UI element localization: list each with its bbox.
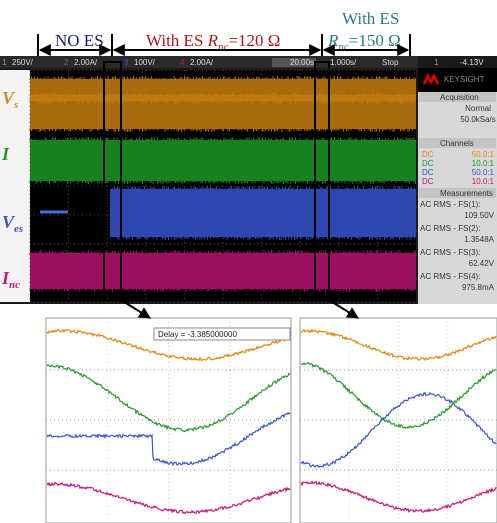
zoom-right (300, 318, 497, 523)
measurement-name: AC RMS - FS(3): (420, 248, 480, 257)
channel-coupling: DC (422, 168, 434, 177)
waveform-band (110, 189, 416, 237)
panel-section: Acquisition (440, 93, 479, 102)
channel-num: 3 (124, 58, 129, 67)
no-es-label: NO ES (55, 31, 104, 50)
signal-label: I (1, 144, 10, 164)
trigger-channel: 1 (434, 58, 439, 67)
signal-symbol: I (1, 144, 10, 164)
trigger-level: -4.13V (460, 58, 484, 67)
channel-coupling: DC (422, 159, 434, 168)
channel-ratio: 50.0:1 (472, 168, 495, 177)
measurement-value: 975.8mA (462, 283, 495, 292)
panel-section: Channels (440, 139, 474, 148)
waveform-band (30, 253, 416, 289)
with-es-150-line1: With ES (342, 9, 399, 28)
channel-num: 2 (64, 58, 69, 67)
channel-ratio: 50.0:1 (472, 150, 495, 159)
brand: KEYSIGHT (444, 75, 485, 84)
measurement-name: AC RMS - FS(2): (420, 224, 480, 233)
time-scale: 1.000s/ (330, 58, 357, 67)
signal-sub: s (13, 99, 18, 111)
channel-num: 4 (180, 58, 185, 67)
waveform-band (30, 140, 416, 181)
channel-scale: 2.00A/ (74, 58, 98, 67)
signal-sub: es (14, 223, 23, 235)
channel-num: 1 (2, 58, 7, 67)
time-ref: 20.00s (290, 58, 314, 67)
channel-coupling: DC (422, 177, 434, 186)
measurement-value: 62.42V (469, 259, 495, 268)
measurement-name: AC RMS - FS(4): (420, 272, 480, 281)
channel-scale: 250V/ (12, 58, 34, 67)
measurement-value: 1.3548A (464, 235, 494, 244)
measurement-name: AC RMS - FS(1): (420, 200, 480, 209)
status: Stop (382, 58, 399, 67)
acq-mode: Normal (465, 104, 491, 113)
channel-scale: 2.00A/ (190, 58, 214, 67)
channel-ratio: 10.0:1 (472, 177, 495, 186)
waveform-band (30, 79, 416, 129)
channel-scale: 100V/ (134, 58, 156, 67)
channel-ratio: 10.0:1 (472, 159, 495, 168)
figure: NO ES With ES Rnc=120 Ω With ES Rnc=150 … (0, 0, 497, 523)
measurement-value: 109.50V (464, 211, 494, 220)
panel-section: Measurements (440, 189, 493, 198)
zoom-delay: Delay = -3.385000000 (158, 330, 238, 339)
channel-coupling: DC (422, 150, 434, 159)
acq-rate: 50.0kSa/s (460, 115, 496, 124)
signal-sub: nc (9, 279, 20, 291)
